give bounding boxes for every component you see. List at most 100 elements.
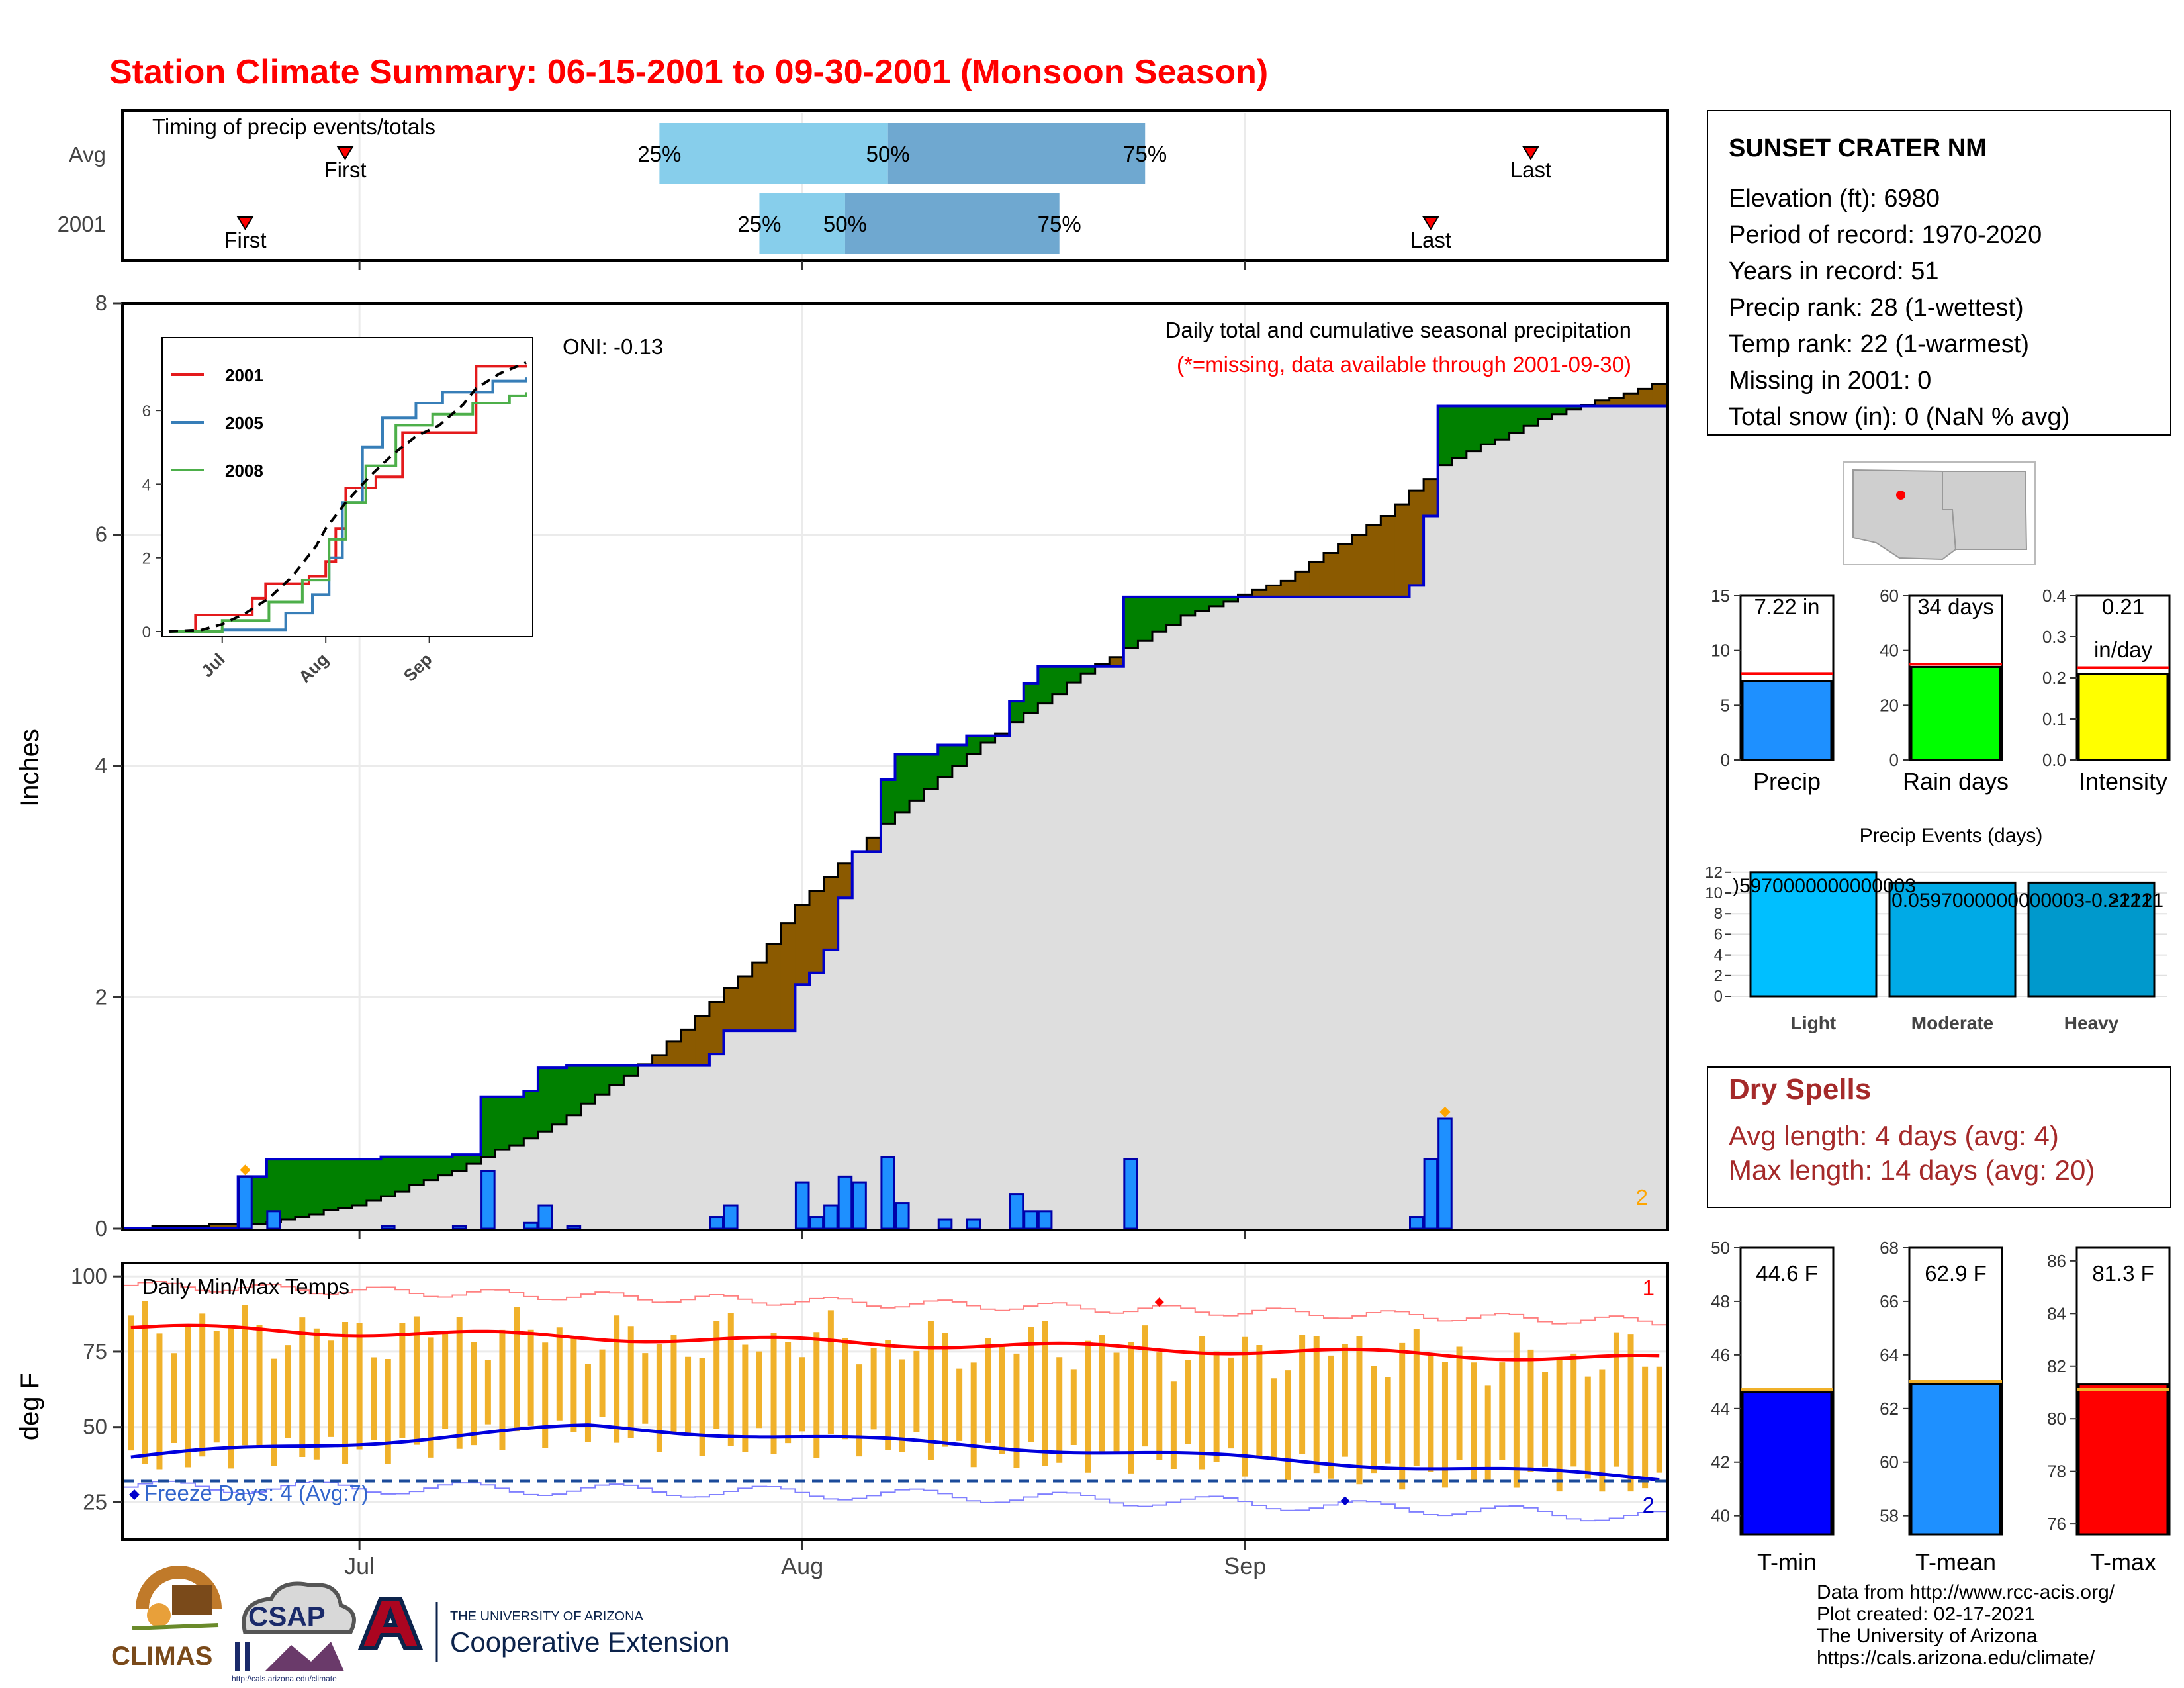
timing-row-avg-label: Avg — [69, 142, 106, 167]
deficit-segment — [795, 904, 810, 985]
surplus-segment — [1009, 701, 1024, 722]
deficit-segment — [1281, 581, 1296, 597]
freeze-marker — [129, 1489, 140, 1500]
temp-count-min: 2 — [1643, 1493, 1655, 1517]
credits: Data from http://www.rcc-acis.org/ Plot … — [1817, 1581, 2115, 1669]
mini-bar-tick-label: 0.3 — [2042, 627, 2066, 647]
timing-q75-label: 75% — [1038, 212, 1081, 236]
deficit-segment — [1252, 590, 1267, 597]
deficit-segment — [838, 863, 853, 898]
precip-ytick-label: 0 — [95, 1216, 107, 1241]
event-bar — [2027, 881, 2156, 998]
daily-precip-bar — [823, 1204, 839, 1230]
precip-ytick-label: 6 — [95, 522, 107, 547]
mini-bar-tick-label: 0.1 — [2042, 709, 2066, 729]
timing-q25-label: 25% — [737, 212, 781, 236]
freeze-day-marker — [1340, 1496, 1350, 1506]
daily-precip-bar — [895, 1202, 910, 1230]
event-marker — [240, 1164, 251, 1176]
event-category-label: Moderate — [1911, 1013, 1993, 1033]
mini-bar-tick-label: 0.2 — [2042, 668, 2066, 688]
surplus-segment — [437, 1156, 453, 1176]
deficit-segment — [224, 1224, 239, 1229]
ua-logo: THE UNIVERSITY OF ARIZONA Cooperative Ex… — [357, 1597, 730, 1662]
events-tick-label: 8 — [1714, 905, 1723, 923]
daily-precip-bar — [837, 1175, 853, 1230]
daily-precip-bar — [966, 1218, 981, 1230]
timing-panel: Timing of precip events/totals Avg 2001 … — [58, 109, 1669, 270]
mini-bar-value — [1910, 665, 2001, 761]
deficit-segment — [1309, 562, 1324, 597]
record-high-marker — [1154, 1297, 1164, 1307]
mini-bar-tick-label: 20 — [1880, 695, 1899, 715]
deficit-segment — [866, 837, 882, 852]
daily-precip-bar — [523, 1221, 539, 1230]
inset-legend-2008: 2008 — [225, 461, 263, 481]
inset-ytick-label: 4 — [142, 476, 151, 494]
station-line: Missing in 2001: 0 — [1729, 367, 1931, 395]
temp-count-max: 1 — [1643, 1276, 1655, 1300]
dry-spells-line: Max length: 14 days (avg: 20) — [1729, 1154, 2095, 1186]
mini-bar-tick-label: 60 — [1880, 586, 1899, 606]
deficit-segment — [1324, 553, 1339, 597]
temp-bar-value-label: 44.6 F — [1756, 1261, 1818, 1286]
temp-ylabel: deg F — [15, 1373, 44, 1440]
station-info: SUNSET CRATER NM Elevation (ft): 6980 Pe… — [1707, 110, 2171, 436]
daily-precip-bar — [480, 1170, 496, 1230]
precip-events-title: Precip Events (days) — [1860, 825, 2043, 847]
inset-ytick-label: 6 — [142, 402, 151, 420]
events-tick-label: 4 — [1714, 947, 1723, 964]
daily-precip-bar — [852, 1181, 867, 1230]
location-map — [1843, 461, 2036, 565]
temp-bar-tick-label: 78 — [2047, 1462, 2066, 1481]
ua-logo-main: Cooperative Extension — [450, 1626, 730, 1658]
avg-cumulative-line — [124, 383, 1666, 1230]
deficit-segment — [1609, 398, 1624, 406]
mini-bar-label: Rain days — [1903, 768, 2009, 795]
temp-bar-label: T-min — [1757, 1548, 1817, 1575]
inset-ytick-label: 2 — [142, 550, 151, 568]
precip-events-chart: Precip Events (days) 0 2 4 6 8 10 12 Light Moder… — [1705, 825, 2167, 1033]
dry-spells-line: Avg length: 4 days (avg: 4) — [1729, 1120, 2059, 1151]
temp-bar-tick-label: 84 — [2047, 1303, 2066, 1323]
surplus-segment — [567, 1065, 582, 1115]
surplus-segment — [1052, 666, 1067, 694]
temp-bar-tick-label: 62 — [1880, 1399, 1899, 1419]
surplus-segment — [1566, 406, 1581, 410]
last-event-marker — [1422, 216, 1439, 230]
freeze-days-label: Freeze Days: 4 (Avg:7) — [144, 1481, 369, 1505]
surplus-segment — [966, 735, 981, 755]
timing-box-upper — [844, 193, 1060, 254]
daily-precip-bar — [1423, 1158, 1439, 1230]
daily-precip-bar — [451, 1225, 467, 1230]
surplus-segment — [1038, 666, 1053, 704]
event-bar — [1888, 881, 2017, 998]
surplus-segment — [952, 745, 967, 766]
surplus-segment — [509, 1096, 524, 1146]
events-tick-label: 6 — [1714, 925, 1723, 943]
surplus-segment — [366, 1159, 381, 1201]
surplus-segment — [1066, 666, 1081, 683]
dry-spells-title: Dry Spells — [1729, 1073, 1871, 1105]
surplus-segment — [352, 1159, 367, 1206]
station-name: SUNSET CRATER NM — [1729, 134, 1987, 162]
precip-ytick-label: 2 — [95, 985, 107, 1009]
daily-precip-bar — [1037, 1210, 1053, 1230]
deficit-segment — [1352, 534, 1367, 597]
mini-bar-tick-label: 15 — [1711, 586, 1730, 606]
climas-logo: CLIMAS — [111, 1566, 222, 1671]
daily-precip-bar — [566, 1225, 582, 1230]
first-event-label: First — [324, 158, 366, 182]
surplus-segment — [1123, 596, 1138, 648]
event-category-label: Heavy — [2064, 1013, 2119, 1033]
deficit-segment — [738, 976, 753, 1031]
temp-bar-tick-label: 44 — [1711, 1399, 1730, 1419]
temp-bar-tick-label: 46 — [1711, 1345, 1730, 1365]
deficit-segment — [809, 890, 825, 973]
surplus-segment — [1537, 406, 1553, 419]
credit-line: Data from http://www.rcc-acis.org/ — [1817, 1581, 2115, 1603]
temp-bar-tick-label: 86 — [2047, 1251, 2066, 1271]
surplus-segment — [409, 1156, 424, 1185]
temp-bar-label: T-max — [2090, 1548, 2156, 1575]
